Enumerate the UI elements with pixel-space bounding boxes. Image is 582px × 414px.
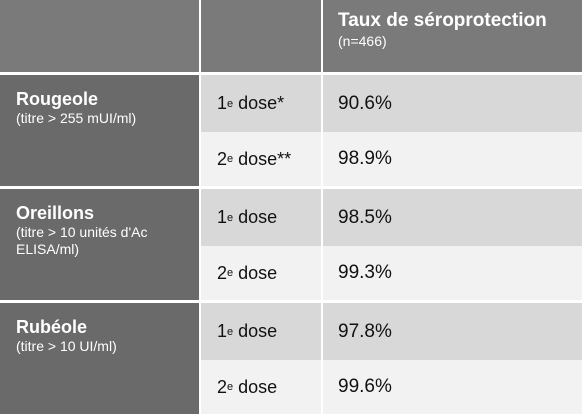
group-name: Rubéole xyxy=(16,317,88,337)
group-cell-oreillons: Oreillons (titre > 10 unités d'Ac ELISA/… xyxy=(0,186,199,300)
dose-label: dose xyxy=(233,376,278,397)
value-cell: 90.6% xyxy=(323,72,582,132)
dose-label: dose xyxy=(233,321,278,341)
group-name: Oreillons xyxy=(16,203,95,223)
value-cell: 98.9% xyxy=(323,132,582,186)
dose-label: dose xyxy=(233,262,278,283)
dose-number: 1 xyxy=(217,93,228,113)
group-note: (titre > 10 unités d'Ac ELISA/ml) xyxy=(16,224,148,257)
value-cell: 97.8% xyxy=(323,300,582,360)
group-cell-rougeole: Rougeole (titre > 255 mUI/ml) xyxy=(0,72,199,186)
group-note: (titre > 10 UI/ml) xyxy=(16,338,117,354)
dose-number: 2 xyxy=(217,376,228,397)
header-subtitle: (n=466) xyxy=(338,33,387,49)
value-cell: 98.5% xyxy=(323,186,582,246)
header-cell-empty-1 xyxy=(0,0,199,72)
dose-number: 1 xyxy=(217,207,228,227)
header-cell-rate: Taux de séroprotection (n=466) xyxy=(323,0,582,72)
value-cell: 99.3% xyxy=(323,246,582,300)
dose-number: 2 xyxy=(217,148,228,169)
group-note: (titre > 255 mUI/ml) xyxy=(16,110,137,126)
dose-label: dose** xyxy=(233,148,292,169)
dose-label: dose xyxy=(233,207,278,227)
dose-label: dose* xyxy=(233,93,285,113)
dose-number: 1 xyxy=(217,321,228,341)
group-name: Rougeole xyxy=(16,89,99,109)
header-title: Taux de séroprotection xyxy=(338,10,547,31)
header-cell-empty-2 xyxy=(201,0,321,72)
group-cell-rubeole: Rubéole (titre > 10 UI/ml) xyxy=(0,300,199,414)
value-cell: 99.6% xyxy=(323,360,582,414)
dose-number: 2 xyxy=(217,262,228,283)
